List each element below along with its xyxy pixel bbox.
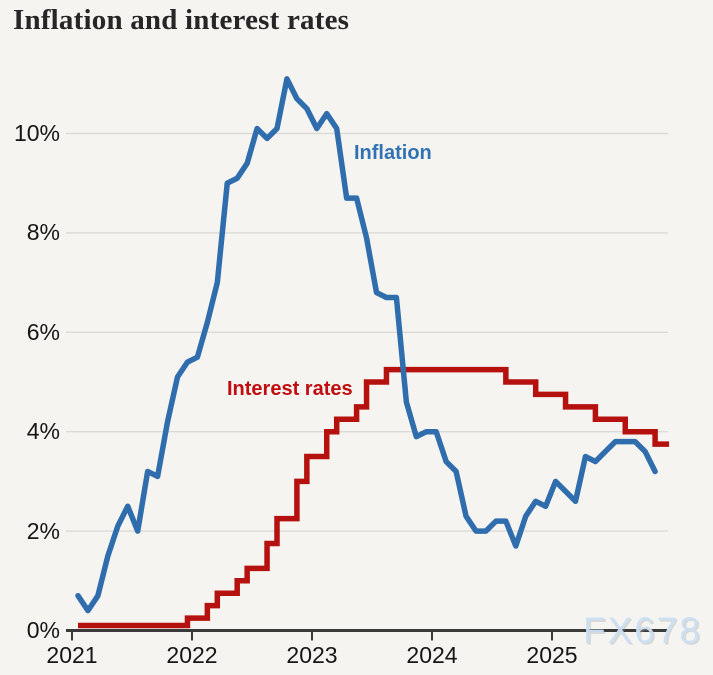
y-axis-tick-label: 6% [26, 318, 60, 345]
x-axis-tick-label: 2022 [166, 642, 218, 668]
interest-rates-line [78, 366, 670, 629]
y-axis-tick-label: 0% [26, 617, 60, 643]
interest-rates-series-label: Interest rates [227, 378, 353, 400]
x-axis-tick-label: 2024 [406, 642, 458, 668]
inflation-line [75, 76, 658, 614]
x-axis-tick-label: 2023 [286, 642, 338, 668]
x-axis-tick-label: 2021 [46, 642, 98, 668]
chart-title: Inflation and interest rates [13, 4, 350, 36]
inflation-series-label: Inflation [354, 142, 432, 164]
y-axis-tick-label: 10% [13, 120, 60, 146]
x-axis-tick-label: 2025 [526, 642, 578, 668]
y-axis-tick-label: 2% [26, 517, 60, 544]
y-axis-tick-label: 4% [26, 418, 60, 445]
watermark: FX678 [583, 610, 703, 651]
y-axis-tick-label: 8% [26, 219, 60, 246]
